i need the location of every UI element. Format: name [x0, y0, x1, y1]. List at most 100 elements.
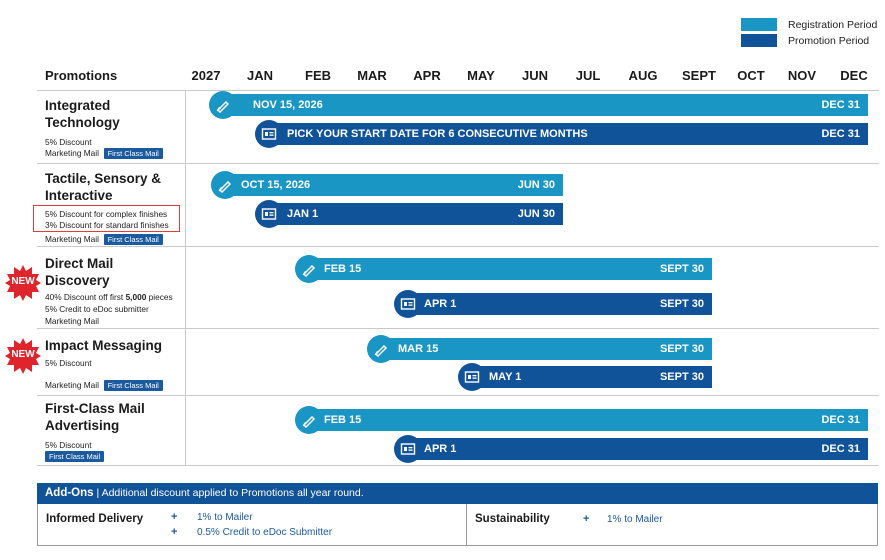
mailpiece-icon: [255, 120, 283, 148]
legend-promotion-label: Promotion Period: [788, 35, 870, 47]
informed-delivery-item: 1% to Mailer: [197, 512, 253, 523]
promotion-bar: APR 1 SEPT 30: [394, 290, 712, 318]
promotion-start: APR 1: [424, 443, 457, 455]
month-mar: MAR: [357, 68, 387, 83]
promotions-header: Promotions: [45, 68, 118, 83]
registration-end: DEC 31: [821, 99, 860, 111]
month-oct: OCT: [737, 68, 765, 83]
plus-icon: +: [583, 513, 590, 525]
promotion-bar: PICK YOUR START DATE FOR 6 CONSECUTIVE M…: [255, 120, 868, 148]
first-class-mail-tag: First Class Mail: [103, 148, 163, 160]
promo-name: Tactile, Sensory & Interactive: [45, 171, 162, 203]
month-jan: JAN: [246, 68, 274, 83]
pen-icon: [209, 91, 237, 119]
sustainability-label: Sustainability: [475, 513, 550, 525]
month-apr: APR: [413, 68, 441, 83]
new-badge: NEW: [5, 265, 41, 301]
pen-icon: [367, 335, 395, 363]
first-class-mail-tag: First Class Mail: [103, 234, 163, 246]
promo-detail: Marketing Mail First Class Mail: [45, 380, 163, 392]
addons-divider: [466, 504, 467, 545]
column-divider: [185, 90, 186, 466]
first-class-mail-tag: First Class Mail: [45, 451, 105, 463]
promo-name: Impact Messaging: [45, 338, 163, 353]
promo-name: Integrated Technology: [45, 98, 120, 130]
row-divider: [37, 163, 879, 164]
promo-detail: 5% Discount: [45, 358, 92, 368]
promotion-start: APR 1: [424, 298, 457, 310]
promo-detail: 5% Discount: [45, 440, 92, 450]
promotion-bar: MAY 1 SEPT 30: [458, 363, 712, 391]
promotion-end: SEPT 30: [659, 371, 704, 383]
mailpiece-icon: [255, 200, 283, 228]
row-divider: [37, 328, 879, 329]
addons-header: Add-Ons | Additional discount applied to…: [37, 483, 878, 504]
registration-bar: MAR 15 SEPT 30: [367, 335, 712, 363]
mailpiece-icon: [394, 290, 422, 318]
row-divider: [37, 246, 879, 247]
month-nov: NOV: [787, 68, 817, 83]
promotion-end: JUN 30: [517, 208, 555, 220]
registration-end: SEPT 30: [659, 263, 704, 275]
pen-icon: [295, 406, 323, 434]
promo-detail: Marketing Mail: [45, 316, 99, 326]
promotion-end: DEC 31: [821, 128, 860, 140]
promo-detail: First Class Mail: [45, 451, 105, 463]
informed-delivery-label: Informed Delivery: [46, 513, 144, 525]
promo-detail: 3% Discount for standard finishes: [45, 220, 169, 230]
month-dec: DEC: [840, 68, 868, 83]
promo-detail: 5% Discount: [45, 137, 92, 147]
month-may: MAY: [467, 68, 495, 83]
registration-start: OCT 15, 2026: [241, 179, 311, 191]
plus-icon: +: [171, 526, 178, 538]
month-aug: AUG: [628, 68, 658, 83]
promotion-bar: APR 1 DEC 31: [394, 435, 868, 463]
registration-start: FEB 15: [324, 263, 362, 275]
promo-detail: 5% Credit to eDoc submitter: [45, 304, 149, 314]
mailpiece-icon: [458, 363, 486, 391]
promo-detail: Marketing Mail First Class Mail: [45, 148, 163, 160]
month-sept: SEPT: [682, 68, 716, 83]
registration-start: FEB 15: [324, 414, 362, 426]
registration-bar: NOV 15, 2026 DEC 31: [209, 91, 868, 119]
row-divider: [37, 90, 879, 91]
promo-detail: 40% Discount off first 5,000 pieces: [45, 292, 173, 302]
promotion-end: SEPT 30: [659, 298, 704, 310]
pen-icon: [295, 255, 323, 283]
promotion-start: JAN 1: [287, 208, 319, 220]
month-jul: JUL: [575, 68, 601, 83]
registration-bar: FEB 15 SEPT 30: [295, 255, 712, 283]
year-header: 2027: [191, 68, 221, 83]
promotion-bar: JAN 1 JUN 30: [255, 200, 563, 228]
addons-description: Additional discount applied to Promotion…: [101, 487, 364, 499]
plus-icon: +: [171, 511, 178, 523]
row-divider: [37, 395, 879, 396]
month-feb: FEB: [305, 68, 331, 83]
highlight-box: [33, 205, 180, 232]
first-class-mail-tag: First Class Mail: [103, 380, 163, 392]
new-badge: NEW: [5, 338, 41, 374]
promo-detail: Marketing Mail First Class Mail: [45, 234, 163, 246]
promo-name: Direct Mail Discovery: [45, 256, 114, 288]
registration-end: SEPT 30: [659, 343, 704, 355]
legend-registration-swatch: [741, 18, 777, 31]
month-jun: JUN: [521, 68, 549, 83]
promotion-start: MAY 1: [489, 371, 522, 383]
registration-bar: FEB 15 DEC 31: [295, 406, 868, 434]
promo-name: First-Class Mail Advertising: [45, 401, 145, 433]
row-divider: [37, 465, 879, 466]
informed-delivery-item: 0.5% Credit to eDoc Submitter: [197, 527, 333, 538]
registration-bar: OCT 15, 2026 JUN 30: [211, 171, 563, 199]
legend-registration-label: Registration Period: [788, 19, 878, 31]
mailpiece-icon: [394, 435, 422, 463]
promotion-start: PICK YOUR START DATE FOR 6 CONSECUTIVE M…: [287, 128, 588, 140]
addons-title: Add-Ons: [45, 487, 94, 499]
sustainability-item: 1% to Mailer: [607, 514, 663, 525]
promo-detail: 5% Discount for complex finishes: [45, 209, 168, 219]
pen-icon: [211, 171, 239, 199]
registration-start: MAR 15: [398, 343, 439, 355]
promotion-end: DEC 31: [821, 443, 860, 455]
registration-start: NOV 15, 2026: [253, 99, 323, 111]
legend-promotion-swatch: [741, 34, 777, 47]
registration-end: JUN 30: [517, 179, 555, 191]
